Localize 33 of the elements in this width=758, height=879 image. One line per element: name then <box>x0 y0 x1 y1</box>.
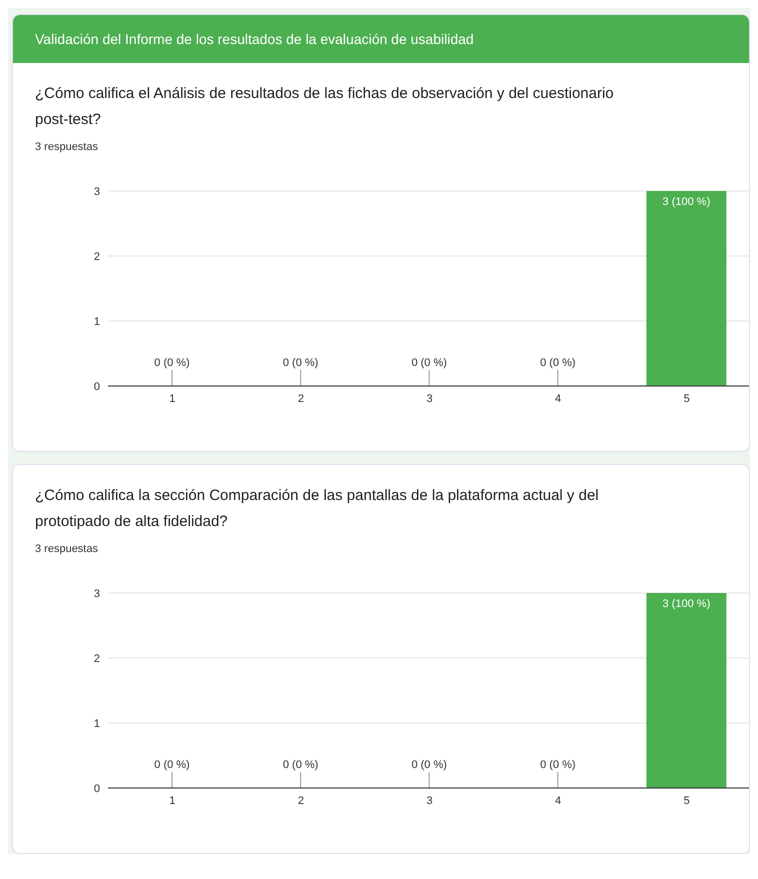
data-label: 0 (0 %) <box>282 357 318 369</box>
x-tick-label: 3 <box>426 794 433 807</box>
x-tick-label: 4 <box>555 392 562 405</box>
chart-subtitle: 3 respuestas <box>35 141 99 153</box>
data-label: 3 (100 %) <box>662 598 710 610</box>
y-tick-label: 3 <box>94 588 100 600</box>
data-label: 0 (0 %) <box>540 759 576 771</box>
y-tick-label: 3 <box>94 186 100 198</box>
data-label: 0 (0 %) <box>411 759 447 771</box>
data-label: 0 (0 %) <box>154 759 190 771</box>
y-tick-label: 1 <box>94 316 100 328</box>
chart-title: ¿Cómo califica la sección Comparación de las pantallas de la plataforma actual y del prototipado de alta fidelidad? <box>35 486 600 532</box>
x-tick-label: 5 <box>684 794 690 807</box>
text: Validación del Informe de los resultados de la evaluación de usabilidad <box>13 15 749 63</box>
x-tick-label: 1 <box>169 794 176 807</box>
y-tick-label: 2 <box>94 652 100 665</box>
data-label: 3 (100 %) <box>662 196 710 208</box>
data-label: 0 (0 %) <box>154 357 190 369</box>
y-tick-label: 0 <box>94 782 100 795</box>
x-tick-label: 3 <box>426 392 433 405</box>
data-label: 0 (0 %) <box>540 357 576 369</box>
y-tick-label: 0 <box>94 380 100 393</box>
x-tick-label: 2 <box>298 794 304 807</box>
x-tick-label: 1 <box>169 392 176 405</box>
data-label: 0 (0 %) <box>282 759 318 771</box>
data-label: 0 (0 %) <box>411 357 447 369</box>
y-tick-label: 2 <box>94 250 100 263</box>
x-tick-label: 5 <box>684 392 690 405</box>
chart-title: ¿Cómo califica el Análisis de resultados de las fichas de observación y del cuestionario post-test? <box>35 84 615 130</box>
x-tick-label: 4 <box>555 794 562 807</box>
x-tick-label: 2 <box>298 392 304 405</box>
chart-subtitle: 3 respuestas <box>35 543 99 555</box>
y-tick-label: 1 <box>94 718 100 730</box>
